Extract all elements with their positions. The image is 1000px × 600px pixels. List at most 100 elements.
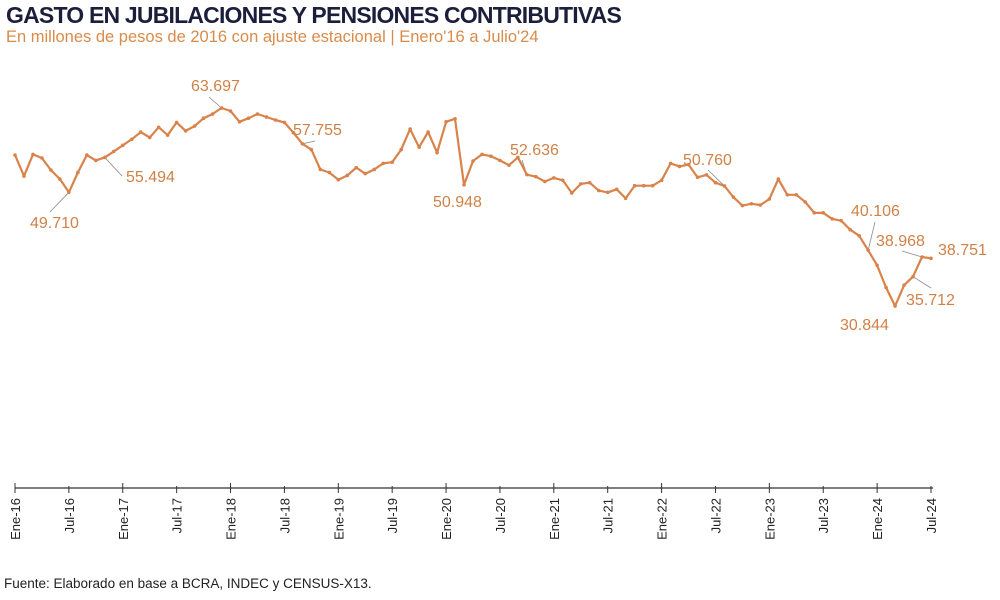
- x-tick-label: Jul-22: [708, 498, 723, 533]
- data-point: [327, 170, 332, 175]
- data-point: [318, 167, 323, 172]
- x-tick-label: Ene-22: [655, 498, 670, 540]
- data-point: [839, 218, 843, 223]
- data-point: [192, 124, 197, 128]
- data-point: [776, 177, 781, 181]
- data-point: [596, 188, 601, 193]
- data-point: [929, 256, 933, 261]
- data-point: [336, 177, 341, 182]
- data-point: [911, 274, 915, 279]
- data-point: [875, 263, 879, 268]
- data-point: [803, 200, 808, 204]
- data-point: [731, 195, 736, 199]
- data-point: [13, 153, 17, 157]
- data-label: 38.751: [938, 242, 987, 259]
- data-point: [605, 190, 610, 195]
- data-point: [552, 176, 556, 180]
- x-tick-label: Ene-18: [224, 498, 239, 540]
- data-point: [111, 149, 116, 154]
- leader-line: [302, 140, 316, 145]
- data-point: [632, 183, 637, 188]
- data-point: [138, 130, 143, 134]
- data-point: [749, 202, 754, 206]
- data-point: [677, 164, 682, 169]
- data-label: 63.697: [191, 78, 240, 95]
- leader-line: [208, 96, 222, 109]
- data-point: [884, 285, 888, 290]
- data-point: [435, 150, 439, 155]
- data-point: [668, 161, 673, 166]
- data-point: [309, 147, 314, 152]
- data-point: [426, 130, 430, 134]
- data-point: [767, 197, 772, 201]
- data-point: [147, 135, 152, 140]
- data-point: [722, 184, 727, 188]
- data-point: [569, 191, 574, 195]
- x-tick-label: Jul-16: [62, 498, 77, 533]
- x-tick-label: Jul-20: [493, 498, 508, 533]
- data-point: [534, 174, 538, 179]
- data-label: 50.760: [683, 152, 732, 169]
- data-point: [273, 118, 278, 122]
- data-point: [219, 106, 224, 110]
- data-point: [758, 203, 763, 207]
- x-tick-label: Jul-21: [601, 498, 616, 533]
- x-tick-label: Ene-17: [116, 498, 131, 540]
- data-point: [821, 211, 826, 215]
- data-point: [300, 142, 305, 146]
- data-point: [85, 153, 89, 157]
- data-label: 50.948: [433, 194, 482, 211]
- data-point: [471, 159, 475, 163]
- chart-title: GASTO EN JUBILACIONES Y PENSIONES CONTRI…: [6, 2, 622, 28]
- data-point: [228, 109, 233, 113]
- data-label: 30.844: [840, 317, 889, 334]
- data-point: [453, 117, 457, 121]
- leader-line: [707, 169, 725, 187]
- data-point: [183, 129, 188, 133]
- x-tick-label: Jul-17: [170, 498, 185, 533]
- data-label: 35.712: [906, 292, 955, 309]
- data-label: 57.755: [293, 122, 342, 139]
- data-point: [399, 147, 403, 152]
- leader-line: [901, 250, 923, 258]
- data-point: [129, 137, 134, 142]
- x-tick-label: Ene-20: [439, 498, 454, 540]
- data-point: [713, 180, 718, 185]
- data-point: [237, 120, 242, 124]
- data-point: [902, 283, 906, 287]
- data-point: [174, 120, 179, 125]
- data-point: [94, 158, 98, 163]
- data-point: [76, 170, 80, 175]
- leader-line: [867, 221, 876, 251]
- data-point: [623, 196, 628, 201]
- data-point: [794, 192, 799, 197]
- data-point: [345, 173, 350, 178]
- data-point: [587, 180, 592, 185]
- source-note: Fuente: Elaborado en base a BCRA, INDEC …: [4, 576, 372, 591]
- data-point: [785, 192, 790, 197]
- data-point: [830, 217, 835, 221]
- data-point: [704, 173, 709, 177]
- data-point: [525, 172, 529, 177]
- data-point: [740, 203, 745, 208]
- data-label: 38.968: [876, 233, 925, 250]
- data-point: [417, 145, 421, 149]
- data-point: [372, 167, 377, 172]
- leader-line: [912, 276, 932, 289]
- leader-line: [104, 157, 123, 177]
- data-point: [31, 152, 35, 157]
- data-point: [480, 152, 484, 157]
- data-point: [686, 162, 691, 167]
- data-point: [408, 127, 412, 131]
- x-tick-label: Ene-19: [331, 498, 346, 540]
- data-point: [49, 168, 53, 172]
- data-point: [507, 163, 511, 168]
- data-point: [354, 165, 359, 170]
- data-point: [103, 155, 107, 160]
- data-point: [381, 161, 385, 166]
- data-point: [291, 130, 296, 135]
- data-label: 52.636: [510, 142, 559, 159]
- data-point: [255, 112, 260, 116]
- data-point: [444, 120, 448, 124]
- data-point: [857, 233, 861, 238]
